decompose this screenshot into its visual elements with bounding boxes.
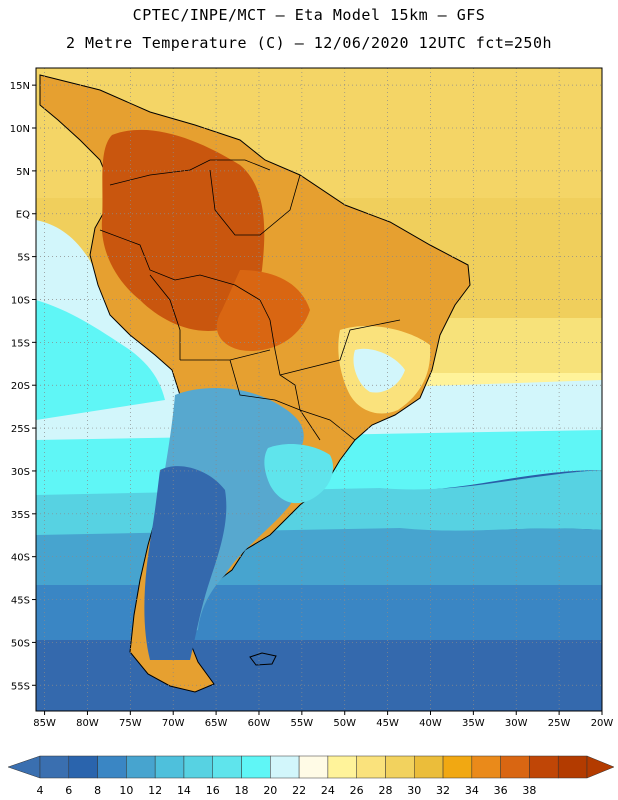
colorbar-label: 18 (235, 784, 249, 797)
amazon-hot-region (101, 129, 265, 331)
colorbar-swatch (241, 755, 271, 779)
longitude-labels: 85W 80W 75W 70W 65W 60W 55W 50W 45W 40W 35W 30W 25W 2… (33, 711, 613, 729)
colorbar-swatch (298, 755, 329, 779)
colorbar-swatch (97, 755, 127, 779)
lat-label: 5N (16, 167, 30, 178)
falkland-islands (249, 652, 277, 666)
lon-label: 35W (462, 718, 485, 729)
colorbar-swatch (183, 755, 213, 779)
colorbar-arrow-left (7, 755, 41, 779)
lat-label: 20S (11, 381, 30, 392)
central-hot-region (216, 270, 310, 351)
pacific-cool-tongue-inner (36, 300, 165, 420)
colorbar-label: 20 (263, 784, 277, 797)
colorbar-label: 24 (321, 784, 335, 797)
colorbar-label: 4 (37, 784, 44, 797)
highland-cool-patch (353, 348, 405, 393)
lat-label: 10S (11, 295, 30, 306)
lon-label: 65W (205, 718, 228, 729)
lon-label: 75W (119, 718, 142, 729)
colorbar-label: 8 (94, 784, 101, 797)
lat-label: 15N (10, 81, 30, 92)
country-borders (99, 159, 401, 441)
colorbar-swatch (126, 755, 156, 779)
colorbar-label: 10 (119, 784, 133, 797)
chart-title-line2: 2 Metre Temperature (C) – 12/06/2020 12U… (65, 34, 553, 52)
colorbar-swatch (385, 755, 415, 779)
lat-label: EQ (16, 210, 30, 221)
colorbar-boxes (7, 755, 615, 779)
patagonia-cold (144, 466, 227, 660)
lat-label: 15S (11, 338, 30, 349)
lon-label: 25W (548, 718, 571, 729)
map-border (35, 67, 603, 712)
colorbar-swatch (39, 755, 70, 779)
lon-label: 30W (505, 718, 528, 729)
colorbar-label: 26 (350, 784, 364, 797)
lat-label: 5S (17, 253, 30, 264)
lat-label: 35S (11, 510, 30, 521)
colorbar-swatch (471, 755, 501, 779)
colorbar-labels: 4 6 8 10 12 14 16 18 20 22 24 26 28 30 32 34 36 38 (37, 784, 537, 797)
lat-label: 30S (11, 467, 30, 478)
colorbar-label: 6 (65, 784, 72, 797)
latitude-labels: 15N 10N 5N EQ 5S 10S 15S 20S 25S 30S 35S 40S 45S 50S 5… (10, 81, 36, 692)
colorbar-swatch (356, 755, 386, 779)
lon-label: 80W (76, 718, 99, 729)
colorbar-label: 22 (292, 784, 306, 797)
colorbar-swatch (212, 755, 242, 779)
colorbar-label: 32 (436, 784, 450, 797)
lat-label: 50S (11, 638, 30, 649)
colorbar-label: 36 (494, 784, 508, 797)
colorbar-swatch (68, 755, 98, 779)
colorbar-swatch (270, 755, 300, 779)
colorbar-label: 12 (148, 784, 162, 797)
colorbar-arrow-right (586, 755, 615, 779)
colorbar-swatch (414, 755, 444, 779)
colorbar-label: 34 (465, 784, 479, 797)
colorbar-swatch (442, 755, 473, 779)
colorbar-swatch (529, 755, 559, 779)
lat-label: 40S (11, 553, 30, 564)
lat-label: 10N (10, 124, 30, 135)
colorbar-swatch (327, 755, 357, 779)
colorbar-label: 38 (522, 784, 536, 797)
lon-label: 85W (33, 718, 56, 729)
lon-label: 60W (248, 718, 271, 729)
colorbar-swatch (500, 755, 530, 779)
lon-label: 20W (591, 718, 614, 729)
lon-label: 40W (419, 718, 442, 729)
uruguay-region (264, 444, 334, 504)
chart-title-line1: CPTEC/INPE/MCT – Eta Model 15km – GFS (132, 6, 486, 24)
colorbar-label: 14 (177, 784, 191, 797)
lon-label: 70W (162, 718, 185, 729)
colorbar-label: 16 (206, 784, 220, 797)
colorbar-label: 28 (378, 784, 392, 797)
colorbar-label: 30 (407, 784, 421, 797)
lon-label: 55W (291, 718, 314, 729)
lon-label: 50W (333, 718, 356, 729)
lat-label: 45S (11, 596, 30, 607)
colorbar-swatch (154, 755, 185, 779)
lat-label: 55S (11, 681, 30, 692)
lon-label: 45W (376, 718, 399, 729)
lat-label: 25S (11, 424, 30, 435)
colorbar-swatch (557, 755, 588, 779)
